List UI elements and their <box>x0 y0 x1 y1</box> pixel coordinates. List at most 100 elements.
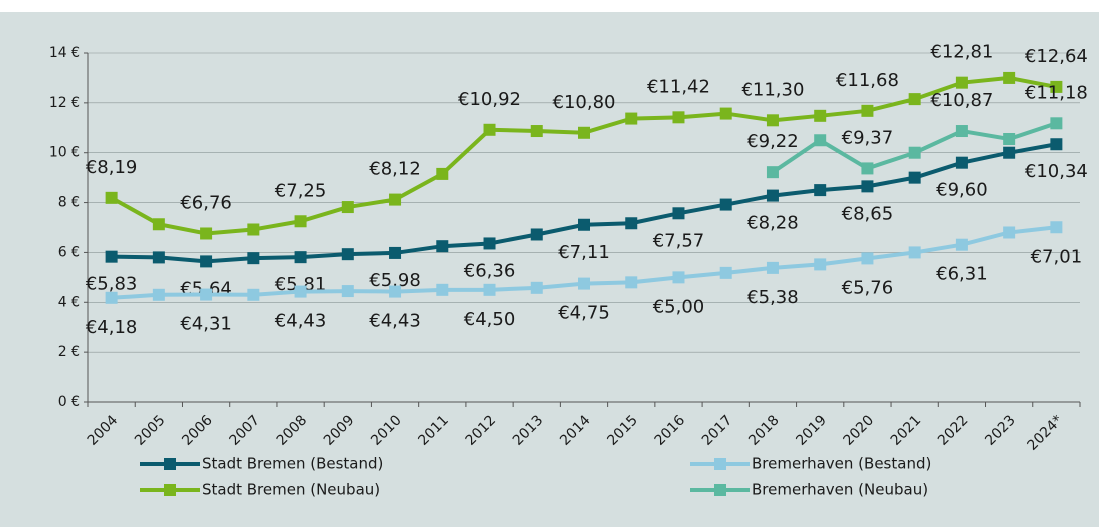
data-point <box>719 107 732 120</box>
data-point <box>625 217 638 230</box>
data-point <box>389 246 402 259</box>
data-label: €7,11 <box>558 242 610 263</box>
y-tick-label: 0 € <box>58 394 80 410</box>
legend-marker <box>714 484 726 496</box>
data-point <box>766 166 779 179</box>
data-point <box>530 125 543 138</box>
data-point <box>861 180 874 193</box>
data-point <box>483 283 496 296</box>
data-point <box>861 252 874 265</box>
y-tick-label: 4 € <box>58 294 80 310</box>
data-label: €6,36 <box>464 260 516 281</box>
data-point <box>1050 221 1063 234</box>
data-label: €7,57 <box>653 230 705 251</box>
data-point <box>294 285 307 298</box>
data-point <box>389 193 402 206</box>
data-point <box>152 251 165 264</box>
data-label: €8,28 <box>747 213 799 234</box>
data-point <box>908 246 921 259</box>
data-label: €12,81 <box>930 42 993 63</box>
data-point <box>294 215 307 228</box>
data-point <box>861 104 874 117</box>
data-point <box>578 126 590 139</box>
data-label: €11,68 <box>836 70 899 91</box>
data-point <box>672 111 685 124</box>
data-point <box>625 276 638 289</box>
data-label: €4,50 <box>464 309 516 330</box>
y-tick-label: 8 € <box>58 195 80 211</box>
data-label: €4,43 <box>275 311 327 332</box>
data-point <box>436 167 449 180</box>
data-point <box>247 223 260 236</box>
data-label: €5,83 <box>86 274 138 295</box>
data-point <box>530 228 543 241</box>
data-label: €11,18 <box>1025 82 1088 103</box>
data-point <box>105 191 118 204</box>
y-tick-label: 6 € <box>58 244 80 260</box>
data-point <box>814 134 827 147</box>
data-point <box>766 189 779 202</box>
data-label: €9,22 <box>747 131 799 152</box>
data-point <box>483 237 496 250</box>
data-point <box>152 288 165 301</box>
legend-label: Bremerhaven (Neubau) <box>752 481 928 499</box>
data-label: €8,19 <box>86 157 138 178</box>
data-label: €7,01 <box>1031 246 1083 267</box>
legend-label: Stadt Bremen (Bestand) <box>202 455 383 473</box>
data-point <box>483 123 496 136</box>
data-label: €6,76 <box>180 192 232 213</box>
legend-label: Stadt Bremen (Neubau) <box>202 481 380 499</box>
data-point <box>814 184 827 197</box>
legend-item: Stadt Bremen (Bestand) <box>140 455 383 473</box>
data-label: €5,76 <box>842 277 894 298</box>
data-label: €11,42 <box>647 76 710 97</box>
data-point <box>908 146 921 159</box>
data-point <box>530 281 543 294</box>
data-label: €10,80 <box>553 92 616 113</box>
data-point <box>814 109 827 122</box>
data-point <box>105 250 118 263</box>
legend-item: Stadt Bremen (Neubau) <box>140 481 380 499</box>
data-label: €8,12 <box>369 159 421 180</box>
data-point <box>955 238 968 251</box>
data-point <box>578 277 590 290</box>
data-label: €10,34 <box>1025 161 1088 182</box>
data-point <box>578 218 590 231</box>
data-label: €9,37 <box>842 127 894 148</box>
legend-marker <box>164 458 176 470</box>
data-point <box>389 285 402 298</box>
y-tick-label: 10 € <box>49 145 80 161</box>
data-point <box>247 252 260 265</box>
data-point <box>105 291 118 304</box>
y-tick-label: 14 € <box>49 45 80 61</box>
data-point <box>436 283 449 296</box>
data-point <box>247 288 260 301</box>
data-point <box>719 266 732 279</box>
data-point <box>814 258 827 271</box>
data-point <box>672 271 685 284</box>
data-point <box>766 261 779 274</box>
data-point <box>1003 146 1016 159</box>
data-point <box>200 227 213 240</box>
data-point <box>1003 71 1016 84</box>
data-label: €10,92 <box>458 89 521 110</box>
data-label: €4,18 <box>86 317 138 338</box>
data-point <box>766 114 779 127</box>
data-point <box>908 93 921 106</box>
legend-label: Bremerhaven (Bestand) <box>752 455 931 473</box>
legend-marker <box>164 484 176 496</box>
data-label: €6,31 <box>936 264 988 285</box>
data-point <box>1050 80 1063 93</box>
data-label: €5,38 <box>747 287 799 308</box>
data-point <box>955 156 968 169</box>
data-point <box>955 125 968 138</box>
data-label: €5,98 <box>369 270 421 291</box>
data-label: €10,87 <box>930 90 993 111</box>
data-label: €4,31 <box>180 314 232 335</box>
data-point <box>908 171 921 184</box>
data-point <box>1050 138 1063 151</box>
y-tick-label: 2 € <box>58 344 80 360</box>
data-label: €7,25 <box>275 180 327 201</box>
data-point <box>341 201 354 214</box>
